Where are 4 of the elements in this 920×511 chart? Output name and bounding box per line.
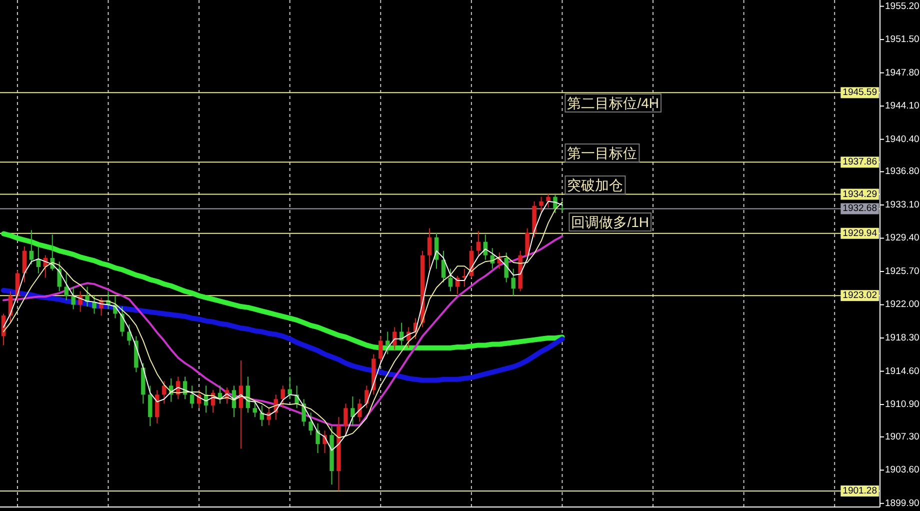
annotation: 第二目标位/4H bbox=[567, 95, 660, 111]
annotation: 第一目标位 bbox=[567, 145, 638, 161]
annotation: 突破加仓 bbox=[567, 177, 624, 193]
annotation: 回调做多/1H bbox=[571, 214, 650, 230]
